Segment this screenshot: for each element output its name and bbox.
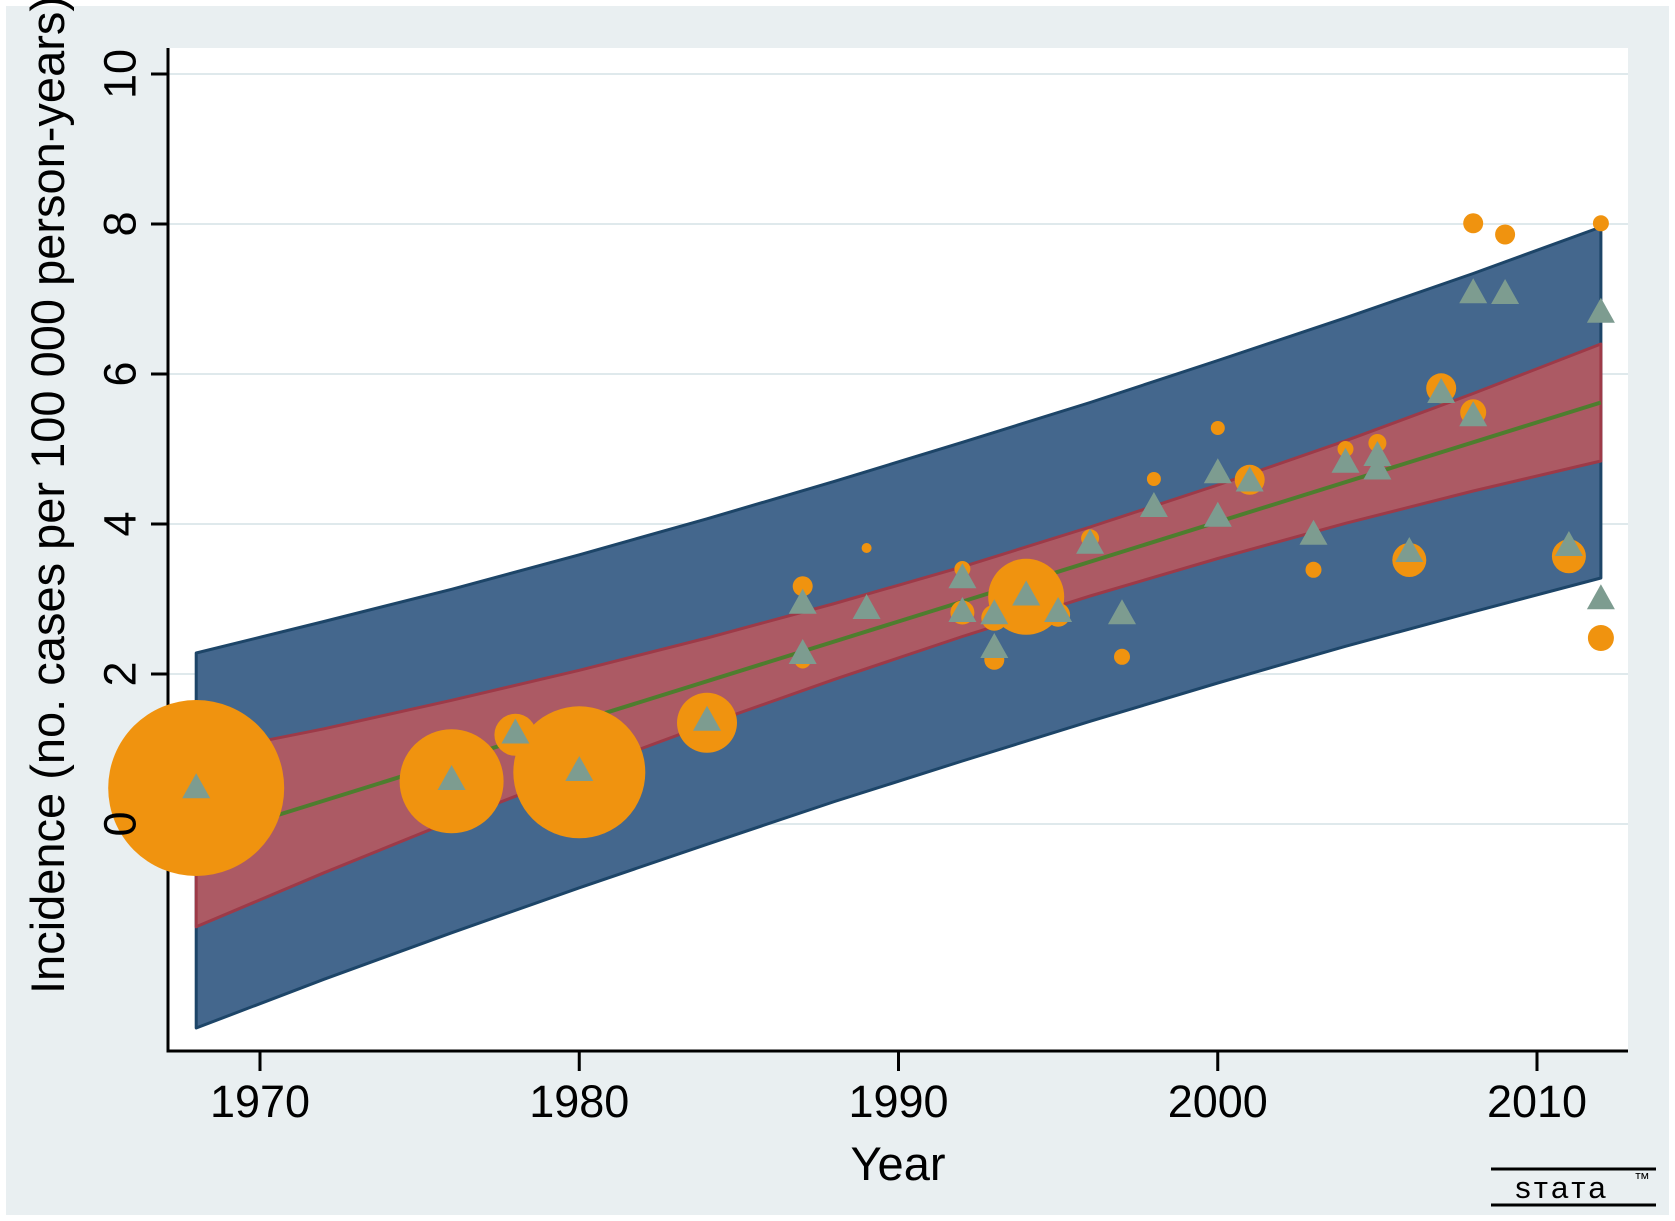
study-bubble bbox=[1114, 648, 1130, 665]
study-point-triangle bbox=[852, 594, 881, 619]
study-bubble bbox=[861, 543, 872, 553]
study-point-triangle bbox=[1108, 599, 1136, 625]
y-axis-title: Incidence (no. cases per 100 000 person-… bbox=[21, 0, 74, 994]
study-point-triangle bbox=[1554, 531, 1583, 556]
study-point-triangle bbox=[1363, 441, 1392, 466]
study-bubble bbox=[1587, 625, 1614, 651]
study-point-triangle bbox=[1203, 501, 1232, 527]
study-bubble bbox=[1592, 215, 1609, 232]
study-point-triangle bbox=[948, 597, 977, 622]
study-bubble bbox=[1495, 224, 1516, 245]
y-tick-label: 2 bbox=[95, 661, 146, 686]
y-tick-label: 8 bbox=[95, 211, 146, 236]
x-tick-label: 2010 bbox=[1487, 1076, 1587, 1127]
study-point-triangle bbox=[1235, 466, 1264, 492]
study-point-triangle bbox=[182, 773, 211, 799]
x-tick-label: 1970 bbox=[210, 1076, 310, 1127]
study-bubble bbox=[1146, 472, 1161, 486]
study-point-triangle bbox=[1076, 528, 1105, 554]
y-tick-label: 6 bbox=[95, 361, 146, 386]
study-point-triangle bbox=[1012, 580, 1041, 606]
study-point-triangle bbox=[1395, 537, 1424, 562]
study-point-triangle bbox=[1299, 519, 1328, 545]
study-point-triangle bbox=[1363, 454, 1392, 480]
study-point-triangle bbox=[501, 718, 530, 744]
study-bubble bbox=[1210, 421, 1225, 435]
stata-logo-tm: ™ bbox=[1634, 1171, 1650, 1188]
x-tick-label: 1980 bbox=[529, 1076, 629, 1127]
study-point-triangle bbox=[1586, 584, 1615, 610]
study-point-triangle bbox=[1203, 458, 1232, 484]
study-point-triangle bbox=[1427, 378, 1456, 403]
study-point-triangle bbox=[1459, 401, 1488, 427]
study-point-triangle bbox=[788, 588, 817, 614]
study-point-triangle bbox=[948, 563, 977, 589]
stata-logo-text: sтaтa bbox=[1515, 1170, 1608, 1205]
y-tick-label: 4 bbox=[95, 511, 146, 536]
study-point-triangle bbox=[437, 765, 466, 790]
study-point-triangle bbox=[788, 639, 817, 664]
x-axis-title: Year bbox=[851, 1137, 946, 1190]
study-bubble bbox=[792, 576, 813, 597]
study-point-triangle bbox=[565, 756, 594, 781]
study-point-triangle bbox=[1331, 447, 1360, 473]
y-tick-label: 10 bbox=[95, 49, 146, 99]
study-bubble bbox=[1463, 213, 1484, 234]
study-point-triangle bbox=[693, 705, 721, 731]
study-point-triangle bbox=[1044, 597, 1073, 622]
study-point-triangle bbox=[1459, 278, 1488, 304]
study-point-triangle bbox=[980, 633, 1009, 658]
study-point-triangle bbox=[1491, 279, 1520, 304]
study-point-triangle bbox=[980, 599, 1009, 625]
x-tick-label: 2000 bbox=[1168, 1076, 1268, 1127]
x-tick-label: 1990 bbox=[848, 1076, 948, 1127]
study-point-triangle bbox=[1139, 492, 1168, 517]
study-point-triangle bbox=[1586, 297, 1615, 323]
y-tick-label: 0 bbox=[95, 811, 146, 836]
study-bubble bbox=[1305, 561, 1322, 578]
